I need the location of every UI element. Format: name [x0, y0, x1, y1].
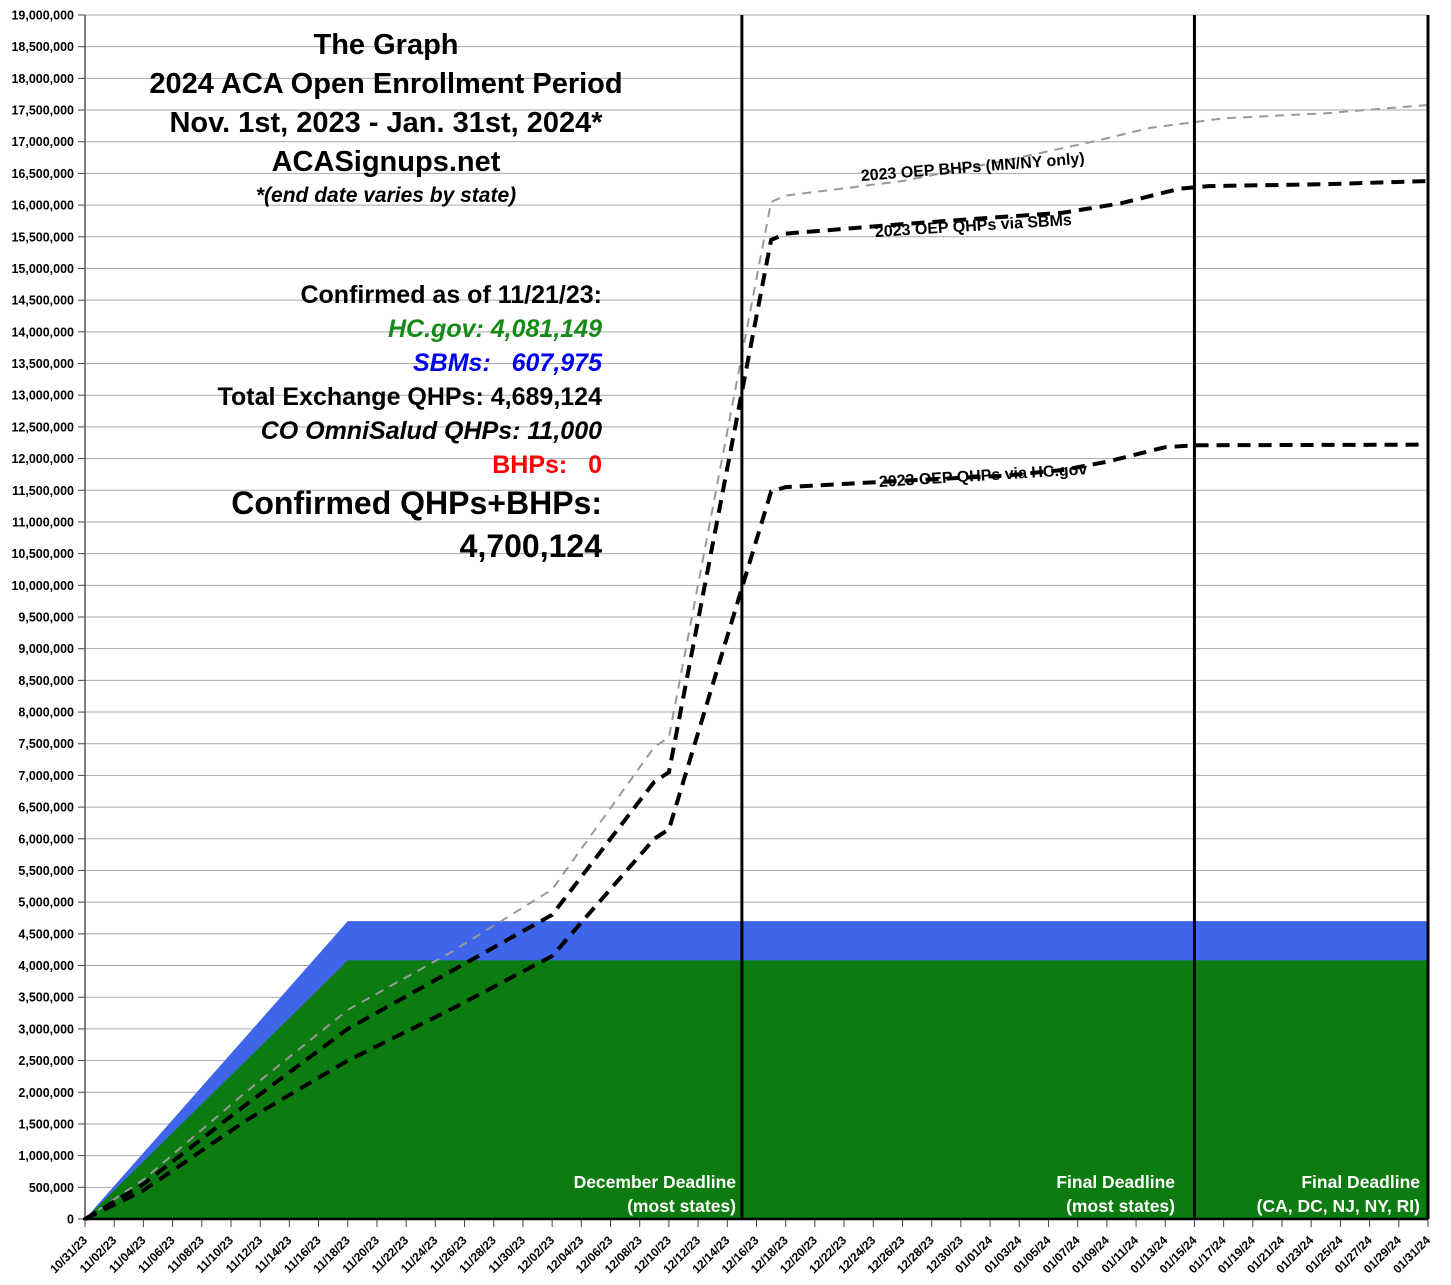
y-axis-tick-label: 13,500,000	[11, 357, 74, 371]
y-axis-tick-label: 7,000,000	[18, 769, 74, 783]
y-axis-tick-label: 18,000,000	[11, 72, 74, 86]
y-axis-tick-label: 17,500,000	[11, 104, 74, 118]
y-axis-tick-label: 8,500,000	[18, 674, 74, 688]
y-axis-tick-label: 14,000,000	[11, 325, 74, 339]
y-axis-tick-label: 10,000,000	[11, 579, 74, 593]
y-axis-tick-label: 3,500,000	[18, 991, 74, 1005]
chart-source: ACASignups.net	[271, 146, 501, 178]
y-axis-tick-label: 15,000,000	[11, 262, 74, 276]
y-axis-tick-label: 12,000,000	[11, 452, 74, 466]
y-axis-tick-label: 0	[67, 1213, 74, 1227]
y-axis-tick-label: 3,000,000	[18, 1022, 74, 1036]
stat-bhps: BHPs: 0	[492, 451, 602, 479]
2023-oep-bhps-line	[84, 103, 1429, 1220]
y-axis-tick-label: 4,000,000	[18, 959, 74, 973]
y-axis-tick-label: 11,000,000	[12, 515, 74, 529]
y-axis-tick-label: 6,500,000	[18, 801, 74, 815]
y-axis-tick-label: 19,000,000	[11, 9, 74, 23]
y-axis-tick-label: 14,500,000	[11, 294, 74, 308]
stat-hcgov: HC.gov: 4,081,149	[388, 315, 602, 343]
2023-oep-qhps-hcgov-line	[84, 442, 1429, 1221]
final-deadline-late-states-label: Final Deadline (CA, DC, NJ, NY, RI)	[1256, 1172, 1420, 1216]
stat-confirmed-as-of: Confirmed as of 11/21/23:	[300, 281, 602, 309]
y-axis-tick-label: 5,000,000	[18, 896, 74, 910]
y-axis-tick-label: 9,500,000	[18, 611, 74, 625]
y-axis-tick-label: 12,500,000	[11, 420, 74, 434]
december-deadline-label: December Deadline (most states)	[573, 1172, 736, 1216]
chart-subtitle-period: 2024 ACA Open Enrollment Period	[149, 68, 623, 100]
y-axis-tick-label: 16,000,000	[11, 199, 74, 213]
chart-subtitle-dates: Nov. 1st, 2023 - Jan. 31st, 2024*	[169, 107, 603, 139]
final-deadline-most-states-label: Final Deadline (most states)	[1056, 1172, 1175, 1216]
y-axis-tick-label: 9,000,000	[18, 642, 74, 656]
y-axis-tick-label: 2,000,000	[18, 1086, 74, 1100]
y-axis-tick-label: 8,000,000	[18, 706, 74, 720]
y-axis-tick-label: 13,000,000	[11, 389, 74, 403]
chart-title: The Graph	[313, 29, 459, 61]
y-axis-tick-label: 6,000,000	[18, 832, 74, 846]
y-axis-tick-label: 500,000	[29, 1181, 74, 1195]
stat-confirmed-total-value: 4,700,124	[459, 528, 602, 564]
y-axis-tick-label: 15,500,000	[11, 230, 74, 244]
y-axis-tick-label: 7,500,000	[18, 737, 74, 751]
chart-footnote: *(end date varies by state)	[255, 184, 517, 207]
y-axis-tick-label: 11,500,000	[12, 484, 74, 498]
y-axis-tick-label: 1,000,000	[18, 1149, 74, 1163]
stat-sbms: SBMs: 607,975	[413, 349, 602, 377]
y-axis-tick-label: 18,500,000	[11, 40, 74, 54]
y-axis-tick-label: 10,500,000	[11, 547, 74, 561]
y-axis-tick-label: 5,500,000	[18, 864, 74, 878]
y-axis-tick-label: 1,500,000	[18, 1117, 74, 1131]
stat-confirmed-total-label: Confirmed QHPs+BHPs:	[231, 485, 602, 521]
confirmed-stats-block: Confirmed as of 11/21/23: HC.gov: 4,081,…	[150, 278, 602, 568]
stat-omnisalud: CO OmniSalud QHPs: 11,000	[260, 417, 602, 445]
y-axis-tick-label: 4,500,000	[18, 927, 74, 941]
chart-title-block: The Graph 2024 ACA Open Enrollment Perio…	[86, 26, 686, 210]
y-axis-tick-label: 17,000,000	[11, 135, 74, 149]
2023-oep-qhps-sbms-line	[83, 179, 1429, 1221]
y-axis-tick-label: 2,500,000	[18, 1054, 74, 1068]
stat-total-qhps: Total Exchange QHPs: 4,689,124	[217, 383, 602, 411]
y-axis-tick-label: 16,500,000	[11, 167, 74, 181]
